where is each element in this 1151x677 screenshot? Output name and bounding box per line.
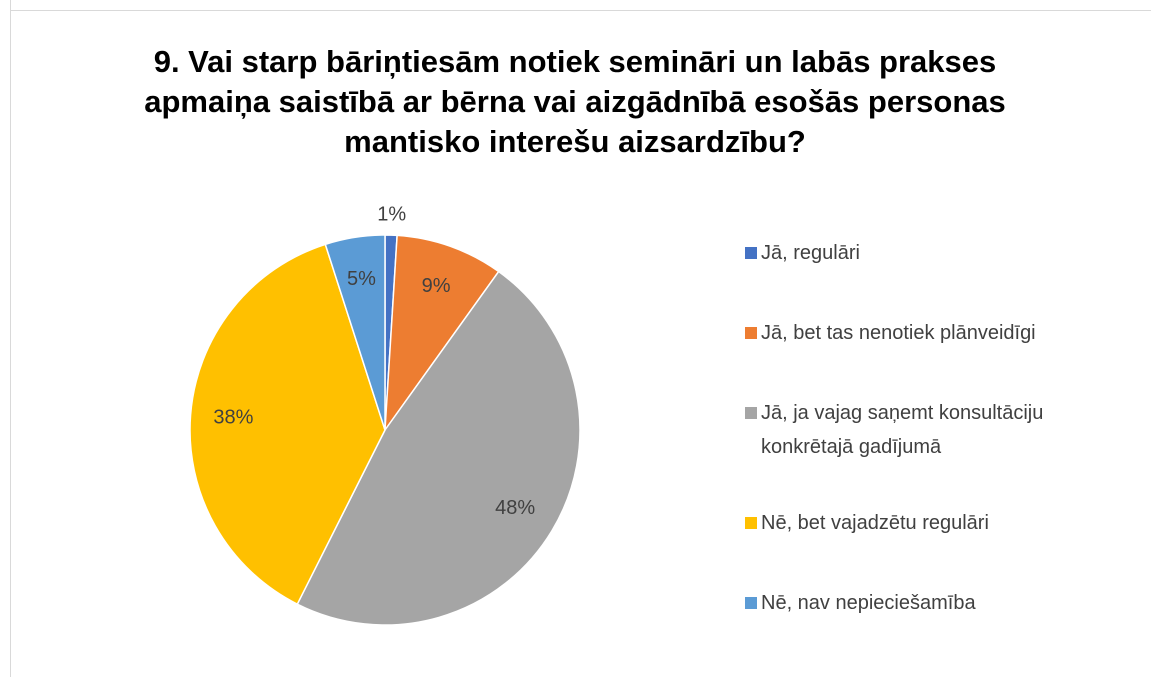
- legend-item: Nē, nav nepieciešamība: [745, 586, 1145, 620]
- legend-swatch: [745, 407, 757, 419]
- legend-label: Nē, nav nepieciešamība: [761, 592, 976, 614]
- data-label: 9%: [422, 275, 451, 297]
- pie-slice: [384, 234, 500, 433]
- legend-label: Jā, bet tas nenotiek plānveidīgi: [761, 322, 1036, 344]
- legend-swatch: [745, 247, 757, 259]
- legend-swatch: [745, 517, 757, 529]
- pie-slice: [189, 243, 386, 606]
- legend-swatch: [745, 327, 757, 339]
- data-label: 48%: [495, 497, 535, 519]
- legend-item: Jā, bet tas nenotiek plānveidīgi: [745, 316, 1145, 350]
- legend-swatch: [745, 597, 757, 609]
- legend-item: Jā, ja vajag saņemt konsultāciju konkrēt…: [745, 396, 1145, 464]
- data-label: 38%: [213, 406, 253, 428]
- legend-item: Nē, bet vajadzētu regulāri: [745, 506, 1145, 540]
- data-label: 1%: [377, 203, 406, 225]
- pie-slice: [324, 234, 386, 431]
- legend-label: Jā, ja vajag saņemt konsultāciju konkrēt…: [761, 402, 1044, 458]
- legend-label: Jā, regulāri: [761, 242, 860, 264]
- legend-item: Jā, regulāri: [745, 236, 1145, 270]
- legend-label: Nē, bet vajadzētu regulāri: [761, 512, 989, 534]
- data-label: 5%: [347, 268, 376, 290]
- chart-title: 9. Vai starp bāriņtiesām notiek semināri…: [144, 44, 1006, 159]
- pie-slice: [296, 270, 581, 626]
